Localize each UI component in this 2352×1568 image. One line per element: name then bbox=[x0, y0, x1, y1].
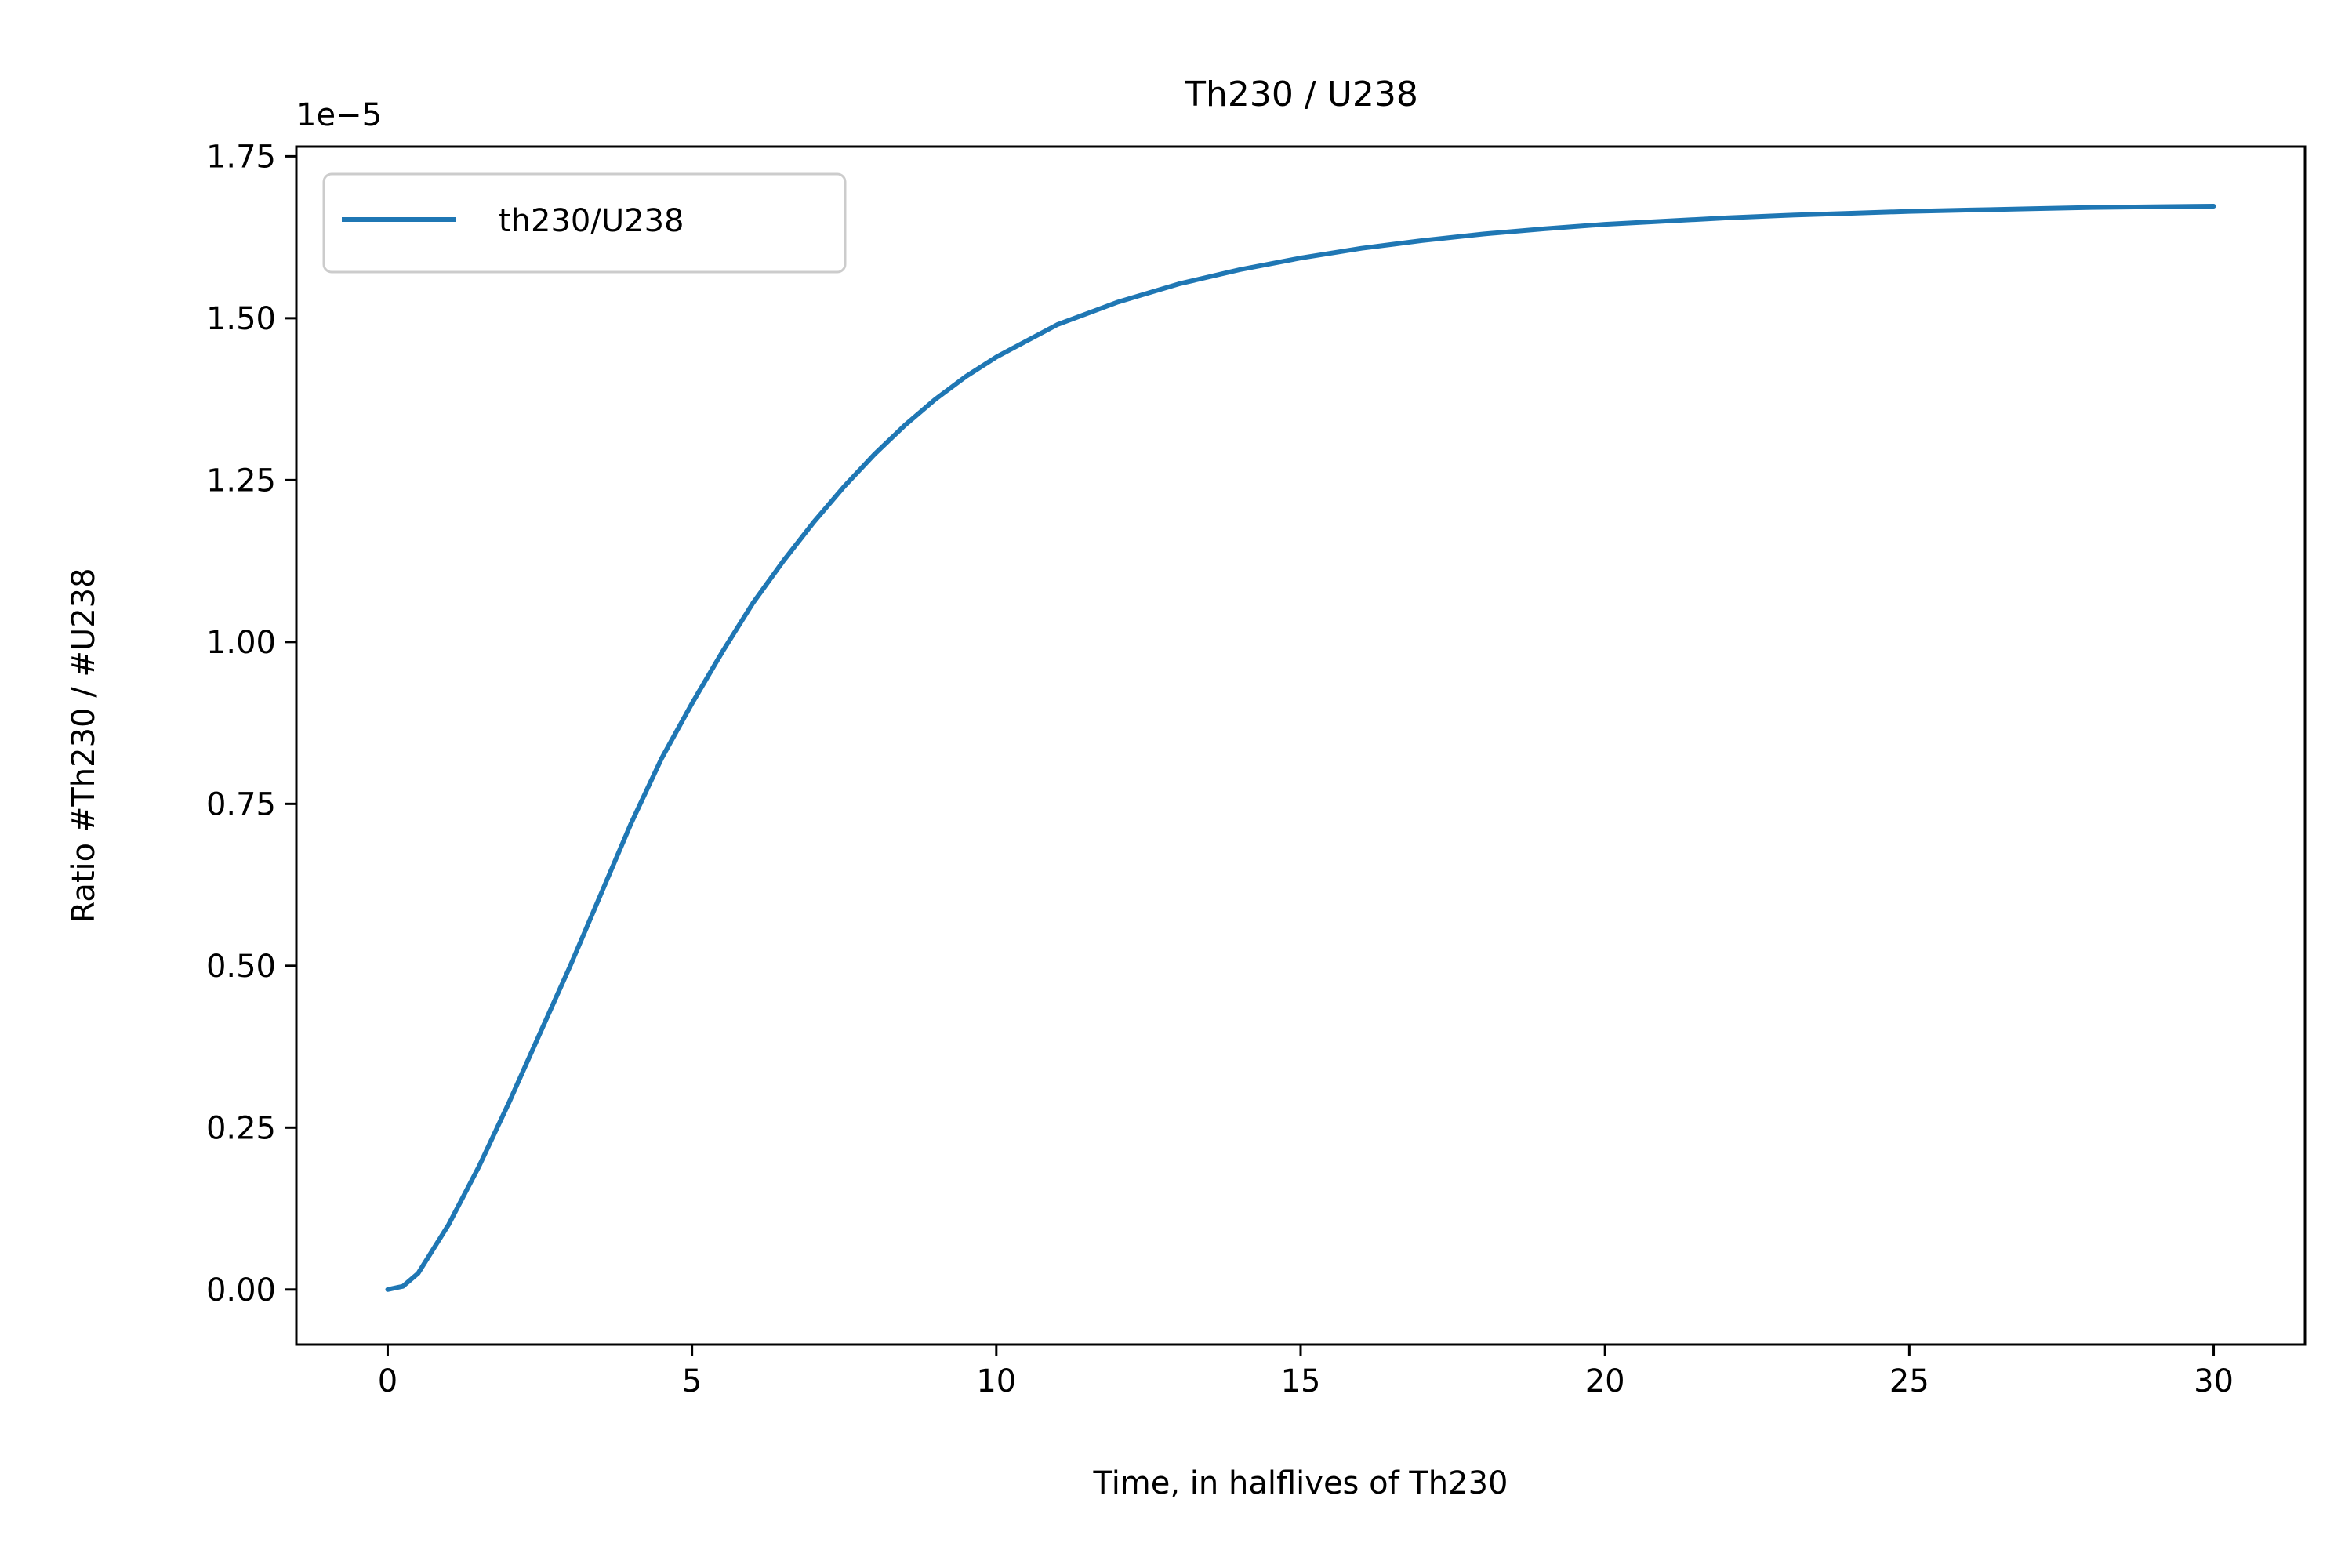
x-tick-label: 5 bbox=[682, 1363, 702, 1399]
legend-label: th230/U238 bbox=[499, 203, 684, 239]
y-tick-label: 1.00 bbox=[206, 625, 276, 661]
series-line bbox=[385, 204, 2216, 1292]
x-tick-label: 25 bbox=[1889, 1363, 1929, 1399]
y-tick-label: 1.50 bbox=[206, 301, 276, 337]
x-tick-label: 30 bbox=[2194, 1363, 2234, 1399]
y-tick-label: 0.00 bbox=[206, 1272, 276, 1308]
y-axis-ticks: 0.00 0.25 0.50 0.75 1.00 1.25 1.50 1.75 bbox=[206, 139, 296, 1308]
x-tick-label: 0 bbox=[378, 1363, 397, 1399]
x-axis-ticks: 0 5 10 15 20 25 30 bbox=[378, 1345, 2234, 1399]
legend: th230/U238 bbox=[322, 172, 847, 274]
x-axis-label: Time, in halflives of Th230 bbox=[1092, 1465, 1508, 1501]
series-layer bbox=[385, 204, 2216, 1292]
x-tick-label: 20 bbox=[1585, 1363, 1625, 1399]
chart-title: Th230 / U238 bbox=[1184, 74, 1418, 114]
y-axis-label: Ratio #Th230 / #U238 bbox=[66, 568, 102, 923]
y-tick-label: 0.50 bbox=[206, 949, 276, 985]
x-tick-label: 10 bbox=[976, 1363, 1016, 1399]
y-offset-label: 1e−5 bbox=[296, 97, 382, 133]
y-tick-label: 1.25 bbox=[206, 463, 276, 499]
y-tick-label: 1.75 bbox=[206, 139, 276, 175]
x-tick-label: 15 bbox=[1281, 1363, 1321, 1399]
legend-frame bbox=[322, 172, 847, 274]
y-tick-label: 0.25 bbox=[206, 1110, 276, 1146]
y-tick-label: 0.75 bbox=[206, 786, 276, 822]
plot-area bbox=[295, 145, 2307, 1346]
